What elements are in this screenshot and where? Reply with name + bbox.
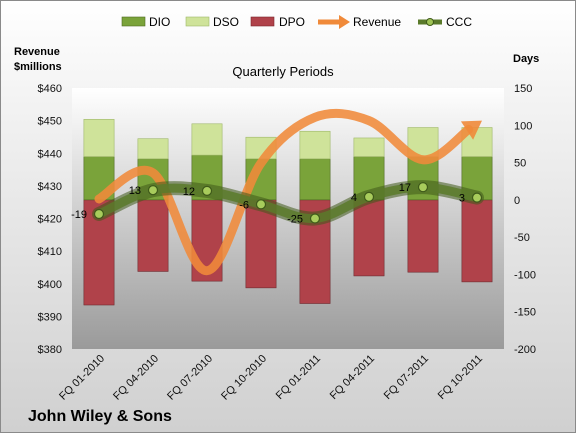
legend-dpo-label: DPO bbox=[279, 15, 305, 29]
legend: DIO DSO DPO Revenue CCC bbox=[121, 15, 472, 29]
revenue-layer bbox=[94, 108, 482, 276]
bar-dio bbox=[299, 158, 331, 201]
bars-layer bbox=[83, 119, 493, 306]
right-tick-label: 0 bbox=[514, 195, 520, 207]
revenue-line bbox=[94, 108, 474, 276]
left-tick-label: $440 bbox=[38, 148, 62, 160]
bar-dpo bbox=[407, 199, 439, 273]
left-axis: $380 $390 $400 $410 $420 $430 $440 $450 $460 bbox=[38, 83, 62, 356]
legend-dio-swatch bbox=[121, 16, 146, 27]
ccc-data-label: 13 bbox=[129, 185, 141, 197]
ccc-point bbox=[417, 182, 429, 193]
right-axis: -200 -150 -100 -50 0 50 100 150 bbox=[514, 83, 536, 356]
left-axis-label-line2: $millions bbox=[14, 61, 62, 73]
left-tick-label: $460 bbox=[38, 83, 62, 95]
left-tick-label: $430 bbox=[38, 181, 62, 193]
ccc-labels-layer: -19 13 12 -6 -25 4 17 3 bbox=[71, 182, 465, 225]
ccc-point bbox=[363, 191, 375, 202]
ccc-data-label: -19 bbox=[71, 209, 87, 221]
ccc-data-label: -25 bbox=[287, 214, 303, 226]
legend-revenue-arrowhead bbox=[339, 15, 350, 29]
right-tick-label: -100 bbox=[514, 269, 536, 281]
right-tick-label: -150 bbox=[514, 307, 536, 319]
bar-dpo bbox=[137, 199, 169, 272]
left-tick-label: $390 bbox=[38, 311, 62, 323]
right-tick-label: 150 bbox=[514, 83, 532, 95]
ccc-data-label: 4 bbox=[351, 192, 357, 204]
right-axis-label: Days bbox=[513, 53, 539, 65]
ccc-point bbox=[93, 208, 105, 220]
left-tick-label: $410 bbox=[38, 246, 62, 258]
ccc-data-label: 12 bbox=[183, 186, 195, 198]
legend-revenue-label: Revenue bbox=[353, 15, 401, 29]
bar-dso bbox=[353, 137, 385, 157]
ccc-layer bbox=[92, 180, 484, 226]
legend-dso-swatch bbox=[185, 16, 210, 27]
ccc-point bbox=[147, 185, 159, 196]
left-tick-label: $420 bbox=[38, 214, 62, 226]
right-tick-label: -200 bbox=[514, 344, 536, 356]
legend-dso-label: DSO bbox=[213, 15, 239, 29]
bar-dso bbox=[83, 119, 115, 157]
bar-dso bbox=[137, 138, 169, 160]
right-tick-label: 50 bbox=[514, 158, 526, 170]
ccc-point bbox=[471, 192, 483, 203]
left-axis-label-line1: Revenue bbox=[14, 46, 60, 58]
left-tick-label: $380 bbox=[38, 344, 62, 356]
chart-title: Quarterly Periods bbox=[232, 64, 334, 79]
legend-ccc-marker bbox=[426, 18, 434, 26]
ccc-point bbox=[255, 199, 267, 210]
ccc-data-label: -6 bbox=[239, 199, 249, 211]
right-tick-label: 100 bbox=[514, 120, 532, 132]
ccc-point bbox=[309, 213, 321, 224]
legend-dpo-swatch bbox=[250, 16, 275, 27]
ccc-data-label: 17 bbox=[399, 182, 411, 194]
bar-dso bbox=[191, 123, 223, 156]
company-name: John Wiley & Sons bbox=[28, 408, 172, 425]
legend-ccc-label: CCC bbox=[446, 15, 472, 29]
right-tick-label: -50 bbox=[514, 232, 530, 244]
ccc-point bbox=[201, 185, 213, 197]
bar-dpo bbox=[461, 199, 493, 283]
left-tick-label: $400 bbox=[38, 279, 62, 291]
revenue-arrowhead bbox=[460, 120, 482, 140]
bar-dpo bbox=[353, 199, 385, 277]
left-tick-label: $450 bbox=[38, 116, 62, 128]
legend-dio-label: DIO bbox=[149, 15, 170, 29]
bar-dso bbox=[299, 130, 331, 160]
ccc-data-label: 3 bbox=[459, 193, 465, 205]
